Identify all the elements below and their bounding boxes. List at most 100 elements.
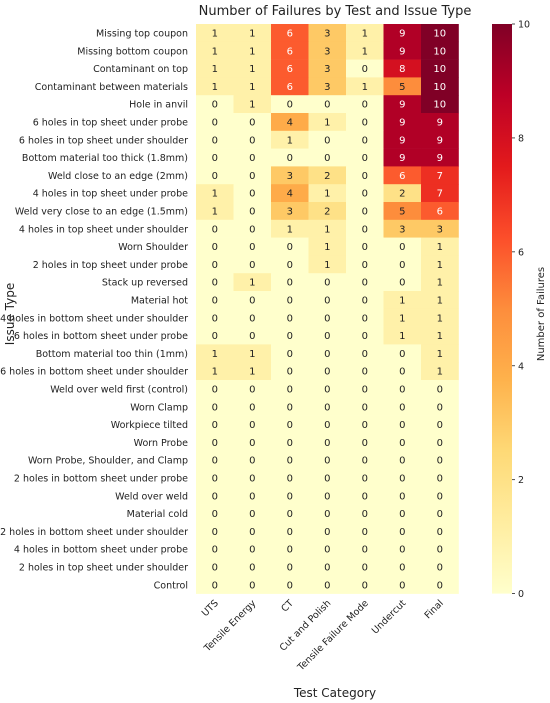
heatmap-cell [308, 397, 347, 416]
heatmap-cell [421, 41, 459, 60]
colorbar-title: Number of Failures [536, 267, 547, 361]
cell-value-label: 0 [399, 385, 405, 396]
y-tick-label: 2 holes in top sheet under probe [33, 260, 188, 271]
heatmap-cell [346, 540, 384, 559]
heatmap-cell [383, 415, 422, 434]
cell-value-label: 0 [437, 527, 443, 538]
y-tick-label: Weld close to an edge (2mm) [48, 171, 188, 182]
y-tick-label: Worn Probe, Shoulder, and Clamp [28, 456, 188, 467]
heatmap-cell [233, 95, 272, 114]
heatmap-cell [196, 486, 234, 505]
heatmap-cell [233, 291, 272, 310]
x-tick-label: Undercut [370, 598, 409, 637]
cell-value-label: 1 [437, 242, 443, 253]
cell-value-label: 0 [287, 509, 293, 520]
heatmap-cell [308, 380, 347, 399]
cell-value-label: 0 [399, 278, 405, 289]
heatmap-cell [308, 486, 347, 505]
cell-value-label: 1 [362, 29, 368, 40]
cell-value-label: 0 [399, 456, 405, 467]
cell-value-label: 0 [362, 171, 368, 182]
cell-value-label: 0 [399, 509, 405, 520]
cell-value-label: 1 [249, 278, 255, 289]
heatmap-cell [421, 504, 459, 523]
heatmap-cell [271, 504, 309, 523]
heatmap-cell [346, 219, 384, 238]
cell-value-label: 1 [362, 82, 368, 93]
heatmap-cell [421, 95, 459, 114]
heatmap-cell [346, 95, 384, 114]
heatmap-cell [383, 575, 422, 594]
cell-value-label: 0 [362, 527, 368, 538]
cell-value-label: 0 [212, 100, 218, 111]
colorbar-tick-label: 10 [518, 20, 530, 31]
cell-value-label: 0 [249, 580, 255, 591]
heatmap-cell [271, 486, 309, 505]
heatmap-cell [308, 540, 347, 559]
cell-value-label: 0 [324, 438, 330, 449]
heatmap-cell [346, 469, 384, 488]
cell-value-label: 1 [437, 349, 443, 360]
cell-value-label: 0 [287, 456, 293, 467]
cell-value-label: 0 [324, 402, 330, 413]
heatmap-cell [383, 95, 422, 114]
heatmap-cell [271, 255, 309, 274]
cell-value-label: 0 [362, 420, 368, 431]
heatmap-cell [196, 397, 234, 416]
cell-value-label: 1 [399, 313, 405, 324]
heatmap-cell [346, 362, 384, 381]
heatmap-cell [308, 344, 347, 363]
heatmap-cell [421, 344, 459, 363]
cell-value-label: 0 [362, 278, 368, 289]
heatmap-cell [383, 113, 422, 132]
cell-value-label: 1 [212, 29, 218, 40]
cell-value-label: 0 [399, 545, 405, 556]
cell-value-label: 0 [362, 438, 368, 449]
heatmap-cell [421, 451, 459, 470]
heatmap-cell [383, 486, 422, 505]
heatmap-cell [346, 166, 384, 185]
heatmap-cell [233, 148, 272, 167]
cell-value-label: 0 [324, 100, 330, 111]
cell-value-label: 10 [433, 29, 446, 40]
cell-value-label: 0 [362, 118, 368, 129]
cell-value-label: 0 [362, 545, 368, 556]
heatmap-cell [308, 24, 347, 43]
y-tick-label: Missing bottom coupon [77, 46, 188, 57]
y-tick-label: Bottom material too thick (1.8mm) [22, 153, 188, 164]
cell-value-label: 1 [212, 207, 218, 218]
heatmap-cell [421, 540, 459, 559]
cell-value-label: 3 [324, 82, 330, 93]
heatmap-cell [271, 451, 309, 470]
heatmap-cell [233, 344, 272, 363]
cell-value-label: 10 [433, 82, 446, 93]
heatmap-cell [421, 575, 459, 594]
y-tick-label: Contaminant between materials [35, 82, 188, 93]
heatmap-cell [383, 433, 422, 452]
heatmap-cell [383, 380, 422, 399]
heatmap-cell [233, 504, 272, 523]
heatmap-cell [271, 308, 309, 327]
cell-value-label: 0 [249, 563, 255, 574]
cell-value-label: 0 [287, 545, 293, 556]
cell-value-label: 3 [324, 46, 330, 57]
heatmap-cell [383, 166, 422, 185]
heatmap-cell [196, 202, 234, 221]
heatmap-cell [346, 237, 384, 256]
cell-value-label: 0 [437, 438, 443, 449]
heatmap-cell [308, 113, 347, 132]
cell-value-label: 0 [362, 100, 368, 111]
heatmap-cell [271, 202, 309, 221]
heatmap-cell [233, 202, 272, 221]
heatmap-cell [308, 95, 347, 114]
heatmap-cell [271, 415, 309, 434]
cell-value-label: 1 [249, 64, 255, 75]
heatmap-cell [271, 558, 309, 577]
heatmap-cell [196, 130, 234, 149]
heatmap-cell [346, 397, 384, 416]
cell-value-label: 0 [212, 420, 218, 431]
cell-value-label: 1 [324, 242, 330, 253]
heatmap-cell [383, 255, 422, 274]
cell-value-label: 10 [433, 64, 446, 75]
heatmap-cell [346, 344, 384, 363]
